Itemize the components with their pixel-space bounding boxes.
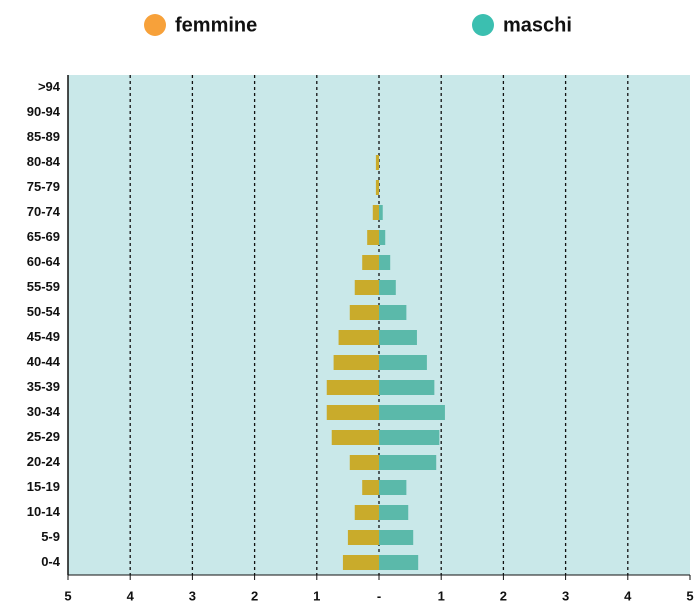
y-tick-label: 10-14 [27,504,61,519]
legend-marker [472,14,494,36]
bar [379,530,414,545]
bar [379,405,445,420]
bar [379,505,409,520]
x-tick-label: 2 [500,588,507,603]
bar [379,330,417,345]
bar [379,280,396,295]
y-tick-label: 30-34 [27,404,61,419]
bar [375,180,379,195]
bar [379,430,440,445]
bar [379,230,386,245]
y-tick-label: 0-4 [41,554,61,569]
y-tick-label: >94 [38,79,61,94]
y-tick-label: 90-94 [27,104,61,119]
y-tick-label: 75-79 [27,179,60,194]
y-tick-label: 45-49 [27,329,60,344]
x-tick-label: 5 [64,588,71,603]
y-tick-label: 25-29 [27,429,60,444]
x-tick-label: 4 [624,588,632,603]
x-tick-label: 1 [313,588,320,603]
x-tick-label: 2 [251,588,258,603]
bar [338,330,379,345]
legend-label: femmine [175,14,257,36]
bar [362,255,379,270]
y-tick-label: 50-54 [27,304,61,319]
y-tick-label: 65-69 [27,229,60,244]
bar [362,480,379,495]
bar [331,430,379,445]
bar [326,405,379,420]
x-tick-label: 3 [562,588,569,603]
bar [354,505,379,520]
bar [379,455,437,470]
legend-marker [144,14,166,36]
bar [379,255,391,270]
y-tick-label: 80-84 [27,154,61,169]
bar [342,555,379,570]
y-tick-label: 40-44 [27,354,61,369]
bar [349,455,379,470]
bar [379,305,407,320]
y-tick-label: 15-19 [27,479,60,494]
bar [375,155,379,170]
bar [354,280,379,295]
bar [379,205,383,220]
y-tick-label: 55-59 [27,279,60,294]
bar [379,355,427,370]
y-tick-label: 5-9 [41,529,60,544]
bar [333,355,379,370]
legend-label: maschi [503,14,572,36]
bar [372,205,379,220]
y-tick-label: 70-74 [27,204,61,219]
x-tick-label: 4 [127,588,135,603]
x-tick-label: 1 [438,588,445,603]
bar [379,555,419,570]
bar [326,380,379,395]
x-tick-label: - [377,588,381,603]
x-tick-label: 3 [189,588,196,603]
bar [379,380,435,395]
y-tick-label: 20-24 [27,454,61,469]
x-tick-label: 5 [686,588,693,603]
y-tick-label: 60-64 [27,254,61,269]
bar [349,305,379,320]
bar [347,530,379,545]
y-tick-label: 85-89 [27,129,60,144]
y-tick-label: 35-39 [27,379,60,394]
bar [367,230,379,245]
bar [379,480,407,495]
